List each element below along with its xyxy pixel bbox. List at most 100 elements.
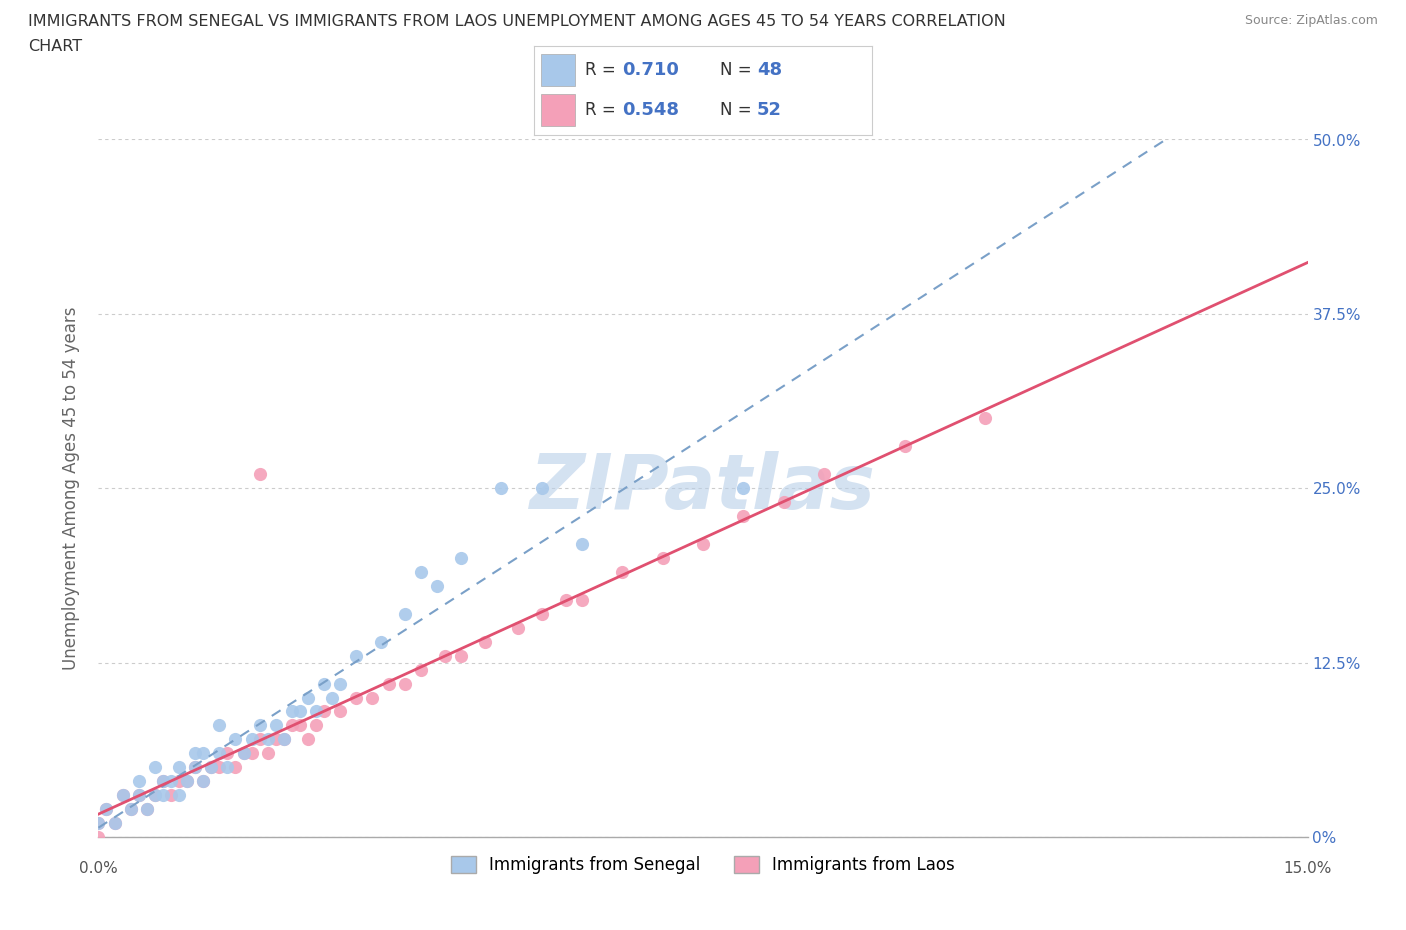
Point: [288, 718, 311, 733]
Point: [434, 648, 457, 663]
Point: [167, 774, 190, 789]
Point: [555, 592, 578, 607]
Point: [426, 578, 449, 593]
Point: [152, 774, 174, 789]
Legend: Immigrants from Senegal, Immigrants from Laos: Immigrants from Senegal, Immigrants from…: [444, 849, 962, 881]
Y-axis label: Unemployment Among Ages 45 to 54 years: Unemployment Among Ages 45 to 54 years: [62, 307, 80, 670]
Point: [281, 718, 304, 733]
Point: [200, 760, 222, 775]
Point: [128, 788, 150, 803]
Point: [409, 565, 432, 579]
Point: [256, 746, 278, 761]
Point: [491, 481, 513, 496]
Point: [224, 732, 246, 747]
Point: [273, 732, 295, 747]
Point: [87, 830, 110, 844]
Point: [103, 816, 125, 830]
Point: [135, 802, 157, 817]
Point: [217, 760, 239, 775]
Text: 0.548: 0.548: [621, 101, 679, 119]
Point: [530, 606, 553, 621]
Point: [96, 802, 118, 817]
Point: [193, 774, 215, 789]
Point: [305, 704, 328, 719]
Point: [974, 411, 997, 426]
Text: IMMIGRANTS FROM SENEGAL VS IMMIGRANTS FROM LAOS UNEMPLOYMENT AMONG AGES 45 TO 54: IMMIGRANTS FROM SENEGAL VS IMMIGRANTS FR…: [28, 14, 1005, 29]
Point: [240, 746, 263, 761]
Point: [240, 732, 263, 747]
Text: 0.0%: 0.0%: [79, 861, 118, 876]
Point: [329, 704, 352, 719]
Point: [249, 732, 271, 747]
Point: [232, 746, 254, 761]
Text: N =: N =: [720, 101, 756, 119]
Point: [87, 816, 110, 830]
Point: [184, 760, 207, 775]
Point: [167, 760, 190, 775]
Point: [281, 704, 304, 719]
Point: [370, 634, 392, 649]
Point: [733, 509, 755, 524]
Point: [297, 690, 319, 705]
Point: [264, 732, 287, 747]
Point: [321, 690, 343, 705]
Point: [160, 788, 183, 803]
Point: [450, 648, 472, 663]
Point: [208, 760, 231, 775]
Text: N =: N =: [720, 61, 756, 79]
Point: [96, 802, 118, 817]
Point: [111, 788, 134, 803]
Point: [571, 537, 593, 551]
Point: [224, 760, 246, 775]
Point: [314, 704, 336, 719]
Point: [256, 732, 278, 747]
Point: [143, 760, 166, 775]
Point: [288, 704, 311, 719]
Point: [208, 718, 231, 733]
Text: CHART: CHART: [28, 39, 82, 54]
Text: 0.710: 0.710: [621, 61, 679, 79]
Point: [128, 774, 150, 789]
Point: [305, 718, 328, 733]
Point: [135, 802, 157, 817]
Point: [232, 746, 254, 761]
Point: [217, 746, 239, 761]
Point: [193, 774, 215, 789]
Point: [893, 439, 915, 454]
Point: [152, 774, 174, 789]
Point: [184, 760, 207, 775]
Point: [733, 481, 755, 496]
Point: [128, 788, 150, 803]
Point: [143, 788, 166, 803]
Point: [160, 774, 183, 789]
Point: [200, 760, 222, 775]
Point: [208, 746, 231, 761]
Point: [167, 788, 190, 803]
Point: [394, 606, 416, 621]
Point: [450, 551, 472, 565]
Point: [530, 481, 553, 496]
FancyBboxPatch shape: [541, 55, 575, 86]
Text: ZIPatlas: ZIPatlas: [530, 451, 876, 525]
Point: [377, 676, 399, 691]
Text: 48: 48: [756, 61, 782, 79]
Point: [612, 565, 634, 579]
Point: [329, 676, 352, 691]
Point: [506, 620, 529, 635]
Text: R =: R =: [585, 61, 621, 79]
Point: [176, 774, 198, 789]
Text: R =: R =: [585, 101, 621, 119]
Point: [344, 690, 367, 705]
Text: 15.0%: 15.0%: [1284, 861, 1331, 876]
Point: [394, 676, 416, 691]
Point: [152, 788, 174, 803]
Point: [692, 537, 714, 551]
Point: [314, 676, 336, 691]
Point: [120, 802, 142, 817]
Point: [249, 718, 271, 733]
Point: [344, 648, 367, 663]
Point: [193, 746, 215, 761]
Point: [361, 690, 384, 705]
Point: [273, 732, 295, 747]
Point: [264, 718, 287, 733]
